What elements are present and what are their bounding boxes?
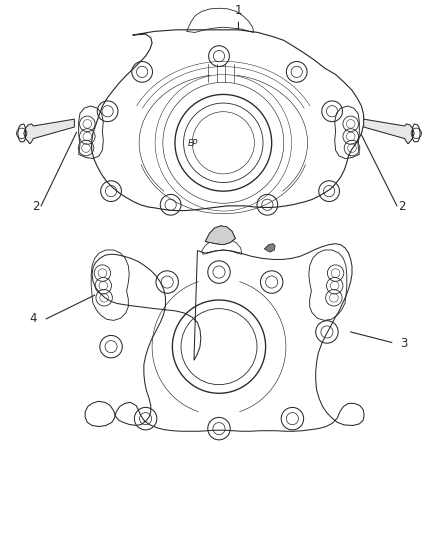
Polygon shape <box>265 244 275 252</box>
Text: EP: EP <box>188 139 198 148</box>
Text: 2: 2 <box>398 200 406 213</box>
Text: 2: 2 <box>32 200 40 213</box>
Text: 1: 1 <box>235 4 242 30</box>
Text: 3: 3 <box>400 337 408 350</box>
Polygon shape <box>24 119 74 144</box>
Polygon shape <box>205 226 235 245</box>
Polygon shape <box>364 119 414 144</box>
Text: 4: 4 <box>29 312 37 325</box>
